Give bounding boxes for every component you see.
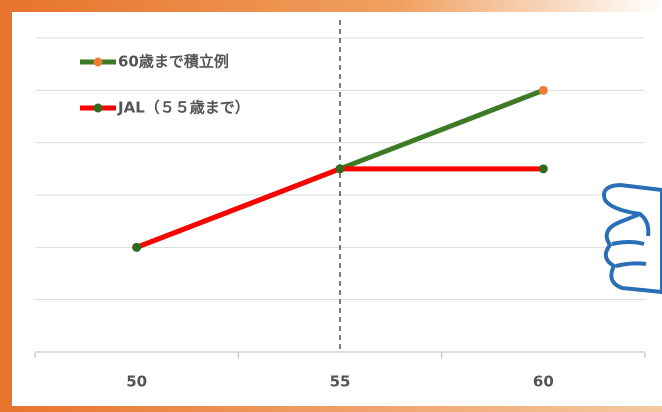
data-point: [538, 85, 548, 95]
data-point: [335, 164, 345, 174]
data-point: [538, 164, 548, 174]
hand-icon: [602, 183, 662, 294]
legend-marker: [93, 57, 103, 67]
legend-marker: [93, 103, 103, 113]
legend-label: 60歳まで積立例: [118, 53, 229, 71]
legend-label: JAL（５５歳まで）: [117, 99, 250, 117]
x-tick-label: 55: [330, 373, 351, 391]
series-line: [135, 166, 544, 250]
frame-bottom: [0, 406, 662, 412]
x-tick-label: 60: [533, 373, 554, 391]
x-tick-label: 50: [126, 373, 147, 391]
frame-left: [0, 0, 12, 412]
frame-top: [0, 0, 662, 12]
data-point: [132, 242, 142, 252]
